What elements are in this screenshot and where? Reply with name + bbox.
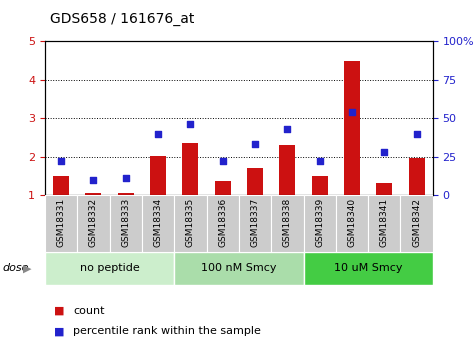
Text: percentile rank within the sample: percentile rank within the sample: [73, 326, 261, 336]
Text: GSM18338: GSM18338: [283, 198, 292, 247]
Bar: [150, 156, 166, 195]
Text: GSM18341: GSM18341: [380, 198, 389, 247]
Point: [219, 158, 227, 164]
Bar: [368, 195, 401, 252]
Bar: [215, 181, 231, 195]
Point: [348, 109, 356, 115]
Text: ■: ■: [54, 326, 65, 336]
Point: [251, 141, 259, 147]
Text: GSM18340: GSM18340: [348, 198, 357, 247]
Point: [57, 158, 65, 164]
Bar: [110, 195, 142, 252]
Text: GSM18337: GSM18337: [251, 198, 260, 247]
Text: GSM18339: GSM18339: [315, 198, 324, 247]
Text: GSM18342: GSM18342: [412, 198, 421, 247]
Bar: [409, 158, 425, 195]
Point: [380, 149, 388, 155]
Bar: [376, 184, 393, 195]
Point: [154, 131, 162, 136]
Point: [284, 126, 291, 132]
Bar: [304, 195, 336, 252]
Bar: [53, 176, 69, 195]
Bar: [207, 195, 239, 252]
Point: [186, 121, 194, 127]
Text: GSM18335: GSM18335: [186, 198, 195, 247]
Bar: [344, 61, 360, 195]
Bar: [45, 195, 77, 252]
Bar: [247, 168, 263, 195]
Text: GSM18331: GSM18331: [57, 198, 66, 247]
Text: GSM18333: GSM18333: [121, 198, 130, 247]
Bar: [174, 252, 304, 285]
Bar: [336, 195, 368, 252]
Bar: [239, 195, 271, 252]
Point: [316, 158, 324, 164]
Bar: [312, 176, 328, 195]
Bar: [77, 195, 110, 252]
Bar: [279, 145, 296, 195]
Text: GSM18332: GSM18332: [89, 198, 98, 247]
Bar: [304, 252, 433, 285]
Text: count: count: [73, 306, 105, 315]
Text: GDS658 / 161676_at: GDS658 / 161676_at: [50, 12, 194, 26]
Point: [413, 131, 420, 136]
Text: GSM18334: GSM18334: [154, 198, 163, 247]
Text: 10 uM Smcy: 10 uM Smcy: [334, 263, 403, 273]
Bar: [85, 193, 102, 195]
Bar: [45, 252, 174, 285]
Bar: [118, 193, 134, 195]
Text: dose: dose: [2, 263, 29, 273]
Bar: [271, 195, 304, 252]
Text: ■: ■: [54, 306, 65, 315]
Bar: [142, 195, 174, 252]
Bar: [401, 195, 433, 252]
Text: GSM18336: GSM18336: [218, 198, 227, 247]
Text: no peptide: no peptide: [80, 263, 140, 273]
Bar: [182, 143, 199, 195]
Text: 100 nM Smcy: 100 nM Smcy: [201, 263, 277, 273]
Point: [122, 175, 130, 181]
Bar: [174, 195, 207, 252]
Point: [90, 177, 97, 183]
Text: ▶: ▶: [23, 263, 31, 273]
